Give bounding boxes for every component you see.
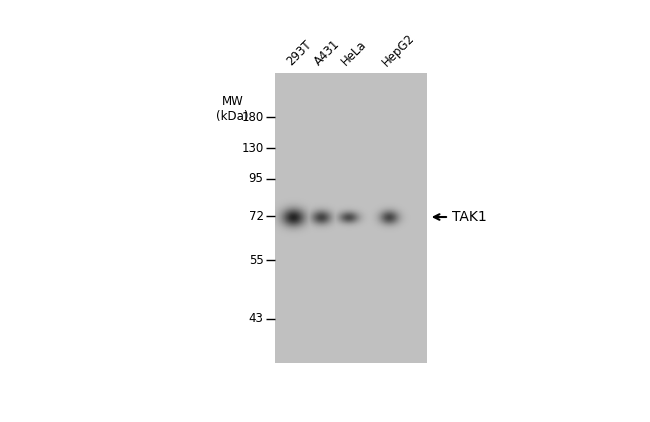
Text: 180: 180 <box>241 111 264 124</box>
Text: 293T: 293T <box>283 38 314 68</box>
Text: 55: 55 <box>249 254 264 267</box>
Bar <box>275 73 426 362</box>
Text: A431: A431 <box>311 38 342 68</box>
Text: TAK1: TAK1 <box>452 210 486 224</box>
Text: 72: 72 <box>248 210 264 223</box>
Text: 43: 43 <box>249 312 264 325</box>
Text: HeLa: HeLa <box>339 38 369 68</box>
Text: HepG2: HepG2 <box>380 31 417 68</box>
Text: MW
(kDa): MW (kDa) <box>216 95 248 122</box>
Text: 130: 130 <box>241 142 264 154</box>
Text: 95: 95 <box>249 173 264 186</box>
